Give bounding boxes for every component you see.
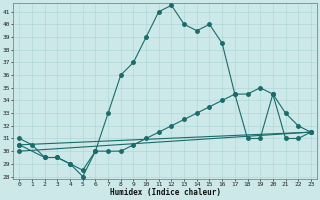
X-axis label: Humidex (Indice chaleur): Humidex (Indice chaleur)	[110, 188, 220, 197]
